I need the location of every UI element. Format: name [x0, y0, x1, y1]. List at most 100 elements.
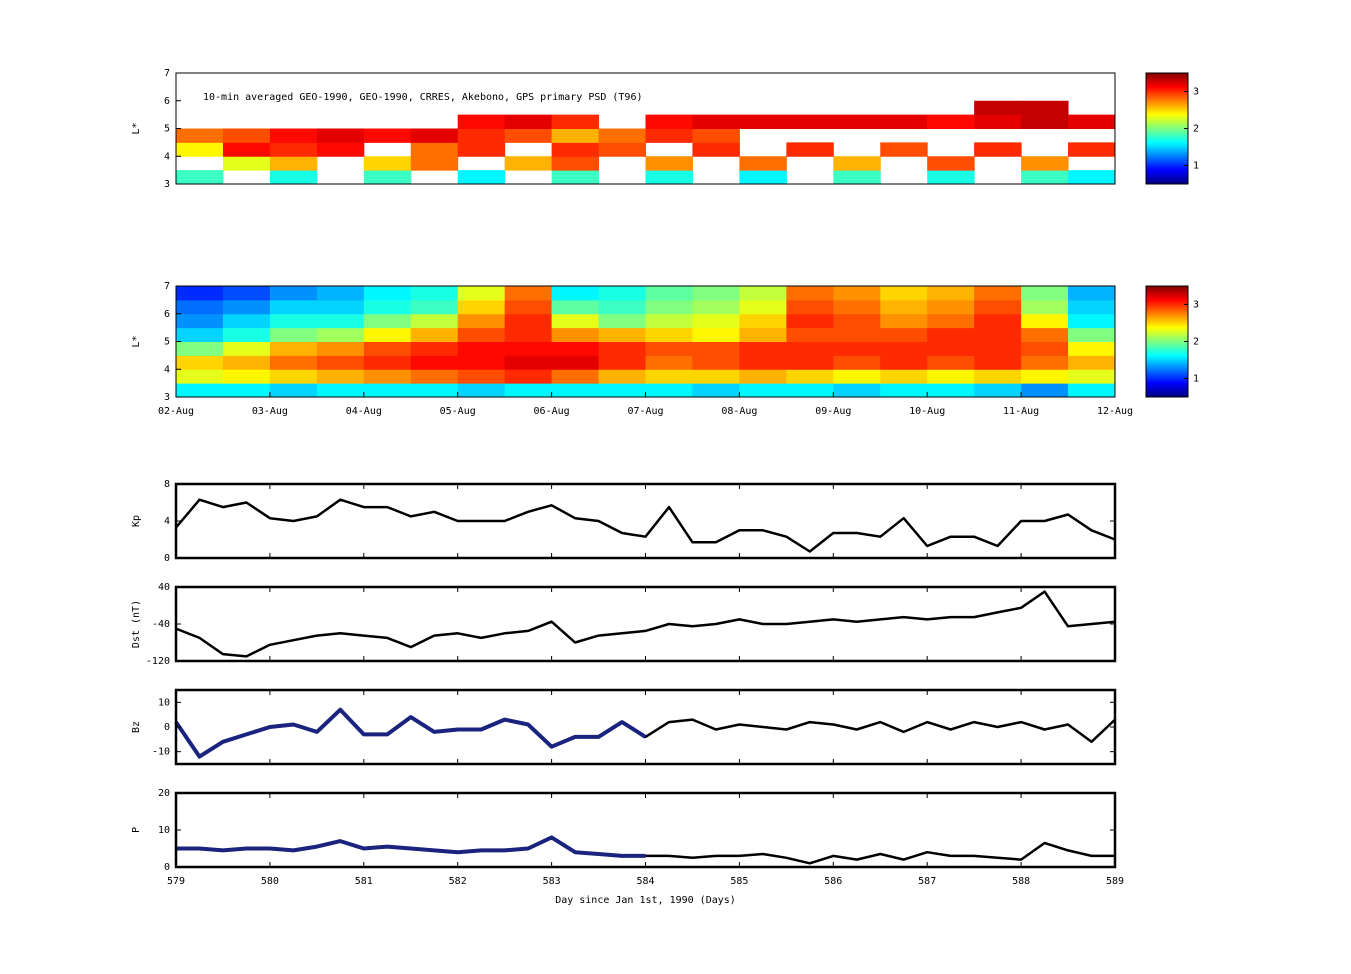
heat-cell — [598, 142, 646, 157]
colorbar-step — [1146, 330, 1188, 333]
plot-frame — [174, 585, 1117, 663]
heat-cell — [880, 341, 928, 356]
heat-cell — [316, 313, 365, 329]
colorbar-step — [1146, 358, 1188, 361]
y-tick-label: -40 — [152, 619, 170, 630]
colorbar-step — [1146, 356, 1188, 359]
heat-cell — [692, 341, 740, 356]
heat-cell — [974, 100, 1022, 116]
heat-cell — [363, 369, 412, 384]
heat-cell — [410, 313, 459, 329]
colorbar-step — [1146, 182, 1188, 185]
colorbar-step — [1146, 152, 1188, 155]
heat-cell — [222, 299, 271, 315]
heat-cell — [457, 369, 506, 384]
heat-cell — [176, 313, 224, 329]
heat-cell — [1021, 100, 1069, 116]
colorbar-step — [1146, 135, 1188, 139]
heat-cell — [974, 142, 1022, 157]
colorbar-step — [1146, 317, 1188, 320]
colorbar-step — [1146, 395, 1188, 398]
heat-cell — [504, 341, 553, 356]
colorbar-step — [1146, 98, 1188, 102]
colorbar-step — [1146, 156, 1188, 159]
colorbar-step — [1146, 154, 1188, 157]
heat-cell — [833, 327, 881, 342]
heat-cell — [927, 327, 975, 342]
heat-cell — [457, 355, 506, 370]
heat-cell — [974, 341, 1022, 356]
plot-frame — [174, 688, 1117, 766]
colorbar-step — [1146, 380, 1188, 383]
heat-cell — [974, 286, 1022, 301]
x-tick-label: 02-Aug — [158, 406, 194, 417]
heat-cell — [504, 327, 553, 342]
heat-cell — [222, 313, 271, 329]
x-tick-label: 579 — [167, 876, 185, 887]
y-tick-label: -120 — [146, 656, 170, 667]
heat-cell — [269, 355, 318, 370]
colorbar-step — [1146, 128, 1188, 131]
heat-cell — [363, 327, 412, 342]
heat-cell — [269, 313, 318, 329]
heat-cell — [598, 286, 646, 301]
y-tick-label: 0 — [164, 862, 170, 873]
heat-cell — [880, 286, 928, 301]
heat-cell — [1021, 327, 1069, 342]
x-tick-label: 583 — [543, 876, 561, 887]
colorbar-step — [1146, 286, 1188, 289]
heat-cell — [692, 313, 740, 329]
colorbar-step — [1146, 324, 1188, 328]
heat-cell — [692, 286, 740, 301]
colorbar-step — [1146, 89, 1188, 92]
heat-cell — [645, 114, 693, 129]
heat-cell — [269, 128, 318, 143]
colorbar-step — [1146, 174, 1188, 178]
colorbar-step — [1146, 76, 1188, 80]
heat-cell — [457, 114, 506, 129]
heat-cell — [363, 383, 412, 398]
heat-cell — [1021, 156, 1069, 171]
heat-cell — [176, 369, 224, 384]
heat-cell — [645, 313, 693, 329]
heat-cell — [363, 286, 412, 301]
heat-cell — [598, 327, 646, 342]
y-tick-label: 0 — [164, 553, 170, 564]
heat-cell — [176, 327, 224, 342]
heat-cell — [833, 313, 881, 329]
colorbar-step — [1146, 91, 1188, 94]
heat-cell — [551, 369, 600, 384]
heat-cell — [316, 299, 365, 315]
y-axis-label: Kp — [131, 515, 142, 527]
heat-cell — [316, 327, 365, 342]
heat-cell — [927, 156, 975, 171]
colorbar-step — [1146, 371, 1188, 374]
heat-cell — [974, 327, 1022, 342]
heat-cell — [645, 355, 693, 370]
heat-cell — [410, 156, 459, 171]
heat-cell — [974, 369, 1022, 384]
heat-cell — [363, 355, 412, 370]
heat-cell — [551, 142, 600, 157]
colorbar-step — [1146, 113, 1188, 117]
heat-cell — [927, 114, 975, 129]
colorbar-step — [1146, 313, 1188, 317]
heat-cell — [551, 299, 600, 315]
heat-cell — [1021, 299, 1069, 315]
x-tick-label: 10-Aug — [909, 406, 945, 417]
heat-cell — [410, 341, 459, 356]
colorbar-step — [1146, 326, 1188, 330]
heat-cell — [927, 170, 975, 185]
series-line — [176, 836, 1115, 865]
colorbar-step — [1146, 384, 1188, 387]
heat-cell — [645, 327, 693, 342]
heat-cell — [551, 313, 600, 329]
heat-cell — [269, 369, 318, 384]
colorbar-step — [1146, 147, 1188, 150]
colorbar-step — [1146, 161, 1188, 165]
heat-cell — [739, 327, 787, 342]
heat-cell — [363, 299, 412, 315]
colorbar-step — [1146, 372, 1188, 376]
heat-cell — [551, 355, 600, 370]
heat-cell — [692, 383, 740, 398]
